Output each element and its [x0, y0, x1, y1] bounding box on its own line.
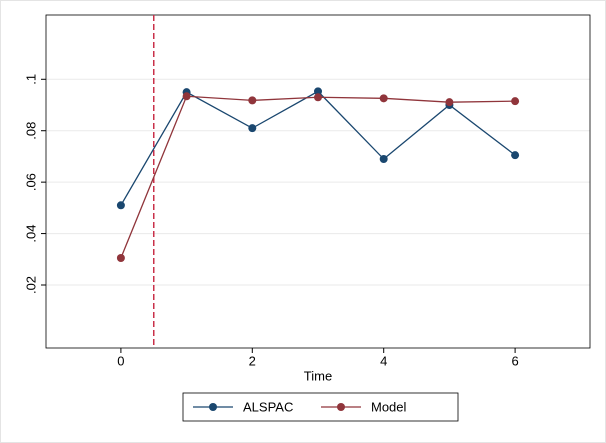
- point: [248, 124, 257, 133]
- point: [445, 98, 454, 107]
- plot-frame: [45, 14, 591, 349]
- legend-marker: [209, 403, 217, 411]
- point: [182, 92, 191, 101]
- x-tick-label: 0: [117, 353, 124, 368]
- y-tick-label: .08: [23, 122, 38, 140]
- point: [314, 93, 322, 102]
- point: [379, 155, 388, 163]
- x-axis-label: Time: [304, 368, 332, 383]
- point: [248, 96, 257, 105]
- point: [379, 94, 388, 103]
- x-tick-label: 4: [380, 353, 387, 368]
- point: [116, 201, 125, 210]
- point: [511, 151, 520, 160]
- y-tick-label: .06: [23, 173, 38, 191]
- y-tick-label: .02: [23, 276, 38, 294]
- point: [314, 87, 322, 96]
- point: [116, 254, 125, 262]
- legend-marker: [337, 403, 345, 411]
- y-tick-label: .04: [23, 225, 38, 243]
- y-tick-label: .1: [23, 74, 38, 85]
- legend-label: Model: [371, 399, 407, 414]
- x-tick-label: 6: [511, 353, 518, 368]
- point: [511, 97, 520, 106]
- x-tick-label: 2: [249, 353, 256, 368]
- legend-box: [182, 392, 459, 422]
- legend-label: ALSPAC: [243, 399, 293, 414]
